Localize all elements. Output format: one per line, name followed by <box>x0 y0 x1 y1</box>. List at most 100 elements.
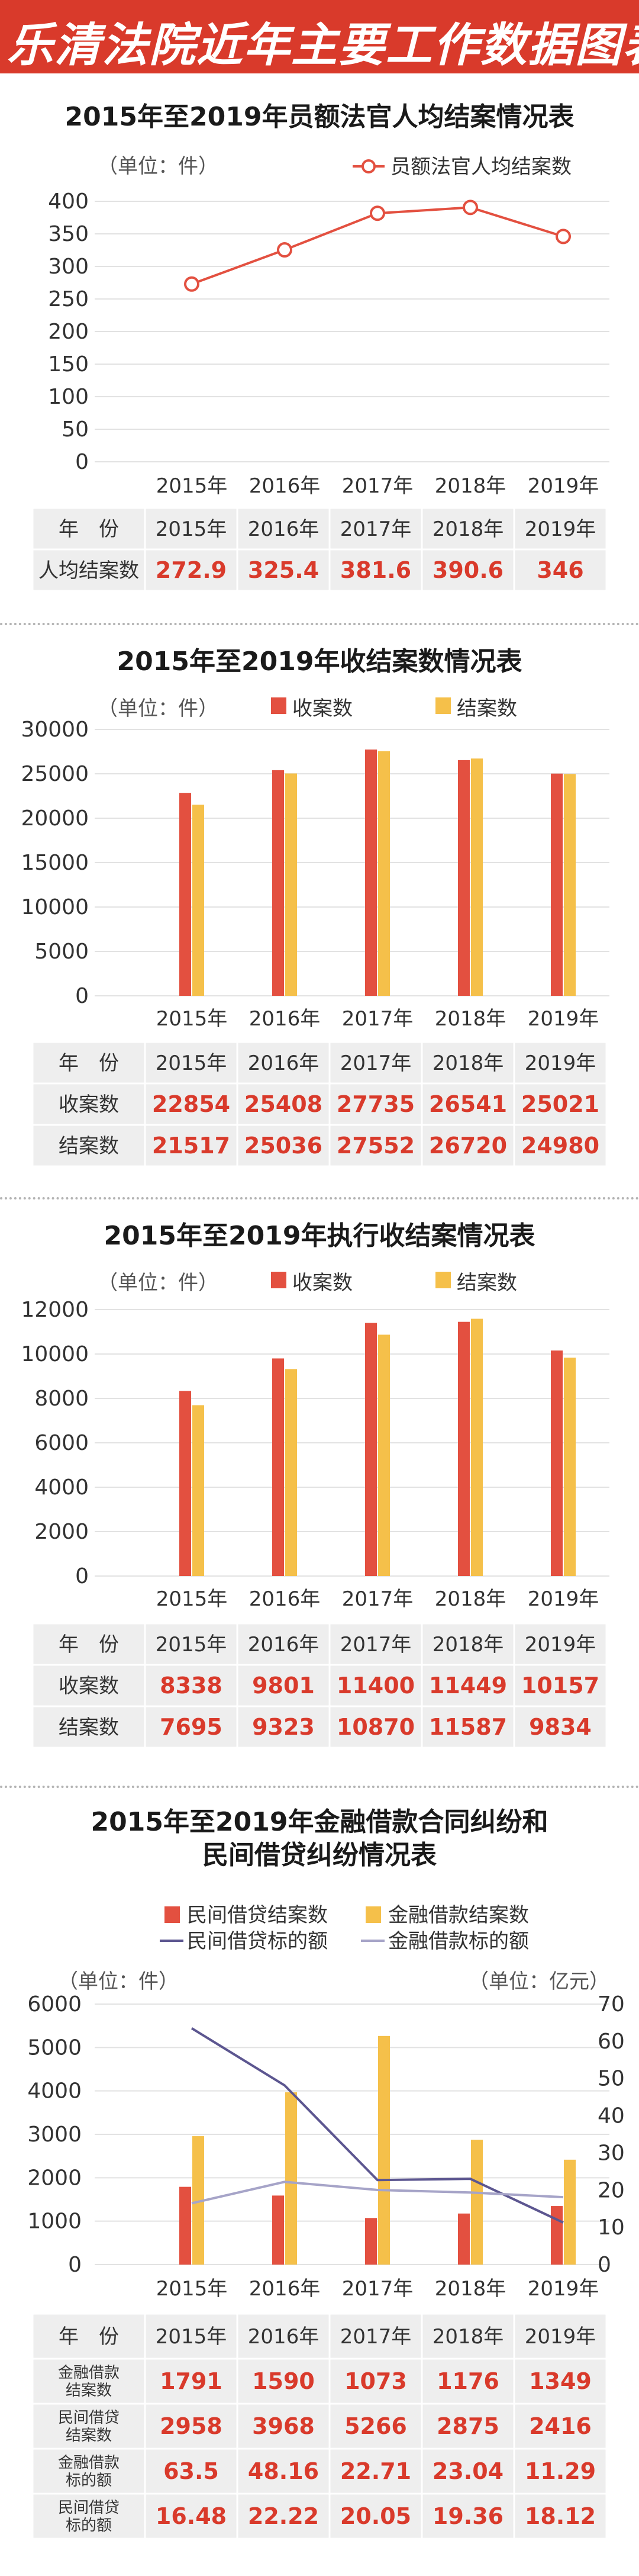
table-row-label: 民间借贷 <box>58 2409 120 2427</box>
chart-avg-cases: 2015年至2019年员额法官人均结案情况表 （单位：件） 员额法官人均结案数 0 50… <box>31 102 609 592</box>
table-header-label: 年 份 <box>59 1051 119 1075</box>
y2-tick-label: 50 <box>598 2067 625 2091</box>
y-tick-label: 30000 <box>21 718 89 742</box>
table-cell-value: 18.12 <box>525 2503 596 2529</box>
table-cell-value: 21517 <box>152 1133 230 1159</box>
table-cell-value: 2958 <box>160 2413 222 2439</box>
unit-label: （单位：件） <box>98 155 218 178</box>
table-header-year: 2016年 <box>248 2325 320 2349</box>
bar-private-lending <box>179 2186 191 2265</box>
legend-swatch-filed <box>271 697 286 714</box>
table-cell-value: 23.04 <box>433 2458 504 2484</box>
table-cell-value: 19.36 <box>433 2503 504 2529</box>
bar-filed <box>272 1358 284 1576</box>
table-header-year: 2017年 <box>340 1633 412 1657</box>
table-cell-value: 27735 <box>337 1091 415 1117</box>
x-tick-label: 2017年 <box>342 1587 414 1611</box>
table-row-label: 人均结案数 <box>38 559 139 583</box>
table-cell-value: 381.6 <box>340 557 411 583</box>
legend-swatch <box>164 1906 180 1923</box>
bar-filed <box>365 749 377 996</box>
y-tick-label: 400 <box>48 189 89 214</box>
x-tick-label: 2015年 <box>156 2277 228 2301</box>
data-point <box>277 242 292 258</box>
x-tick-label: 2019年 <box>528 1007 599 1031</box>
x-tick-label: 2017年 <box>342 2277 414 2301</box>
y2-tick-label: 60 <box>598 2030 625 2054</box>
x-tick-label: 2016年 <box>249 1587 321 1611</box>
table-cell-value: 11.29 <box>525 2458 596 2484</box>
y2-tick-label: 0 <box>598 2253 611 2277</box>
bar-closed <box>192 1405 204 1576</box>
data-table <box>33 1042 606 1166</box>
table-header-label: 年 份 <box>59 517 119 541</box>
table-header-year: 2018年 <box>433 1633 504 1657</box>
table-cell-value: 1590 <box>252 2368 315 2394</box>
table-header-label: 年 份 <box>59 1633 119 1657</box>
x-tick-label: 2018年 <box>435 1007 506 1031</box>
table-header-year: 2015年 <box>156 1051 227 1075</box>
chart-title: 2015年至2019年执行收结案情况表 <box>104 1221 535 1251</box>
bar-filed <box>272 770 284 996</box>
y-tick-label: 6000 <box>27 1992 82 2017</box>
data-point <box>463 200 478 216</box>
table-cell-value: 22.71 <box>340 2458 411 2484</box>
chart-title: 2015年至2019年金融借款合同纠纷和 <box>91 1807 548 1837</box>
table-row-label: 收案数 <box>59 1674 119 1698</box>
y-tick-label: 1000 <box>27 2210 82 2234</box>
table-cell-value: 11587 <box>429 1714 507 1740</box>
x-tick-label: 2016年 <box>249 2277 321 2301</box>
bar-financial-loan <box>471 2140 483 2265</box>
table-cell-value: 22.22 <box>248 2503 319 2529</box>
legend-label: 收案数 <box>292 1271 353 1295</box>
bar-filed <box>179 793 191 996</box>
y-tick-label: 100 <box>48 385 89 409</box>
table-header-year: 2016年 <box>248 517 320 541</box>
table-cell-value: 9834 <box>529 1714 592 1740</box>
y-tick-label: 2000 <box>34 1520 89 1544</box>
table-cell-value: 272.9 <box>156 557 227 583</box>
table-row-label: 民间借贷 <box>58 2499 120 2517</box>
table-header-year: 2016年 <box>248 1051 320 1075</box>
table-cell-value: 3968 <box>252 2413 315 2439</box>
y-tick-label: 250 <box>48 287 89 311</box>
table-header-year: 2018年 <box>433 1051 504 1075</box>
bar-financial-loan <box>564 2159 576 2265</box>
legend-label: 收案数 <box>292 697 353 721</box>
table-cell-value: 16.48 <box>156 2503 227 2529</box>
table-cell-value: 5266 <box>344 2413 407 2439</box>
section-divider <box>0 1197 639 1199</box>
chart-enforcement: 2015年至2019年执行收结案情况表（单位：件） 收案数 结案数020004000… <box>21 1221 609 1749</box>
legend-label: 结案数 <box>457 697 517 721</box>
legend-swatch-filed <box>271 1272 286 1288</box>
table-header-year: 2018年 <box>433 517 504 541</box>
table-row-label: 标的额 <box>66 2517 112 2535</box>
x-tick-label: 2018年 <box>435 2277 506 2301</box>
y-tick-label: 25000 <box>21 762 89 786</box>
bar-filed <box>551 773 563 996</box>
table-header-year: 2015年 <box>156 517 227 541</box>
table-cell-value: 20.05 <box>340 2503 411 2529</box>
y-tick-label: 0 <box>75 450 89 474</box>
y-tick-label: 300 <box>48 255 89 279</box>
y-tick-label: 350 <box>48 222 89 246</box>
y-tick-label: 5000 <box>27 2035 82 2060</box>
table-cell-value: 63.5 <box>163 2458 219 2484</box>
legend-swatch-closed <box>435 697 451 714</box>
table-cell-value: 2875 <box>437 2413 499 2439</box>
table-cell-value: 25021 <box>521 1091 599 1117</box>
unit-label-left: （单位：件） <box>58 1970 179 1993</box>
table-row-label: 结案数 <box>59 1716 119 1739</box>
x-tick-label: 2015年 <box>156 1007 228 1031</box>
table-cell-value: 7695 <box>160 1714 222 1740</box>
section-divider <box>0 1786 639 1788</box>
bar-financial-loan <box>378 2035 390 2265</box>
y-tick-label: 3000 <box>27 2122 82 2147</box>
chart-title: 2015年至2019年收结案数情况表 <box>117 647 522 677</box>
table-row-label: 结案数 <box>66 2427 112 2445</box>
bar-financial-loan <box>285 2092 297 2265</box>
y-tick-label: 4000 <box>34 1475 89 1500</box>
bar-closed <box>564 774 576 996</box>
y-tick-label: 5000 <box>34 940 89 964</box>
y-tick-label: 15000 <box>21 851 89 875</box>
